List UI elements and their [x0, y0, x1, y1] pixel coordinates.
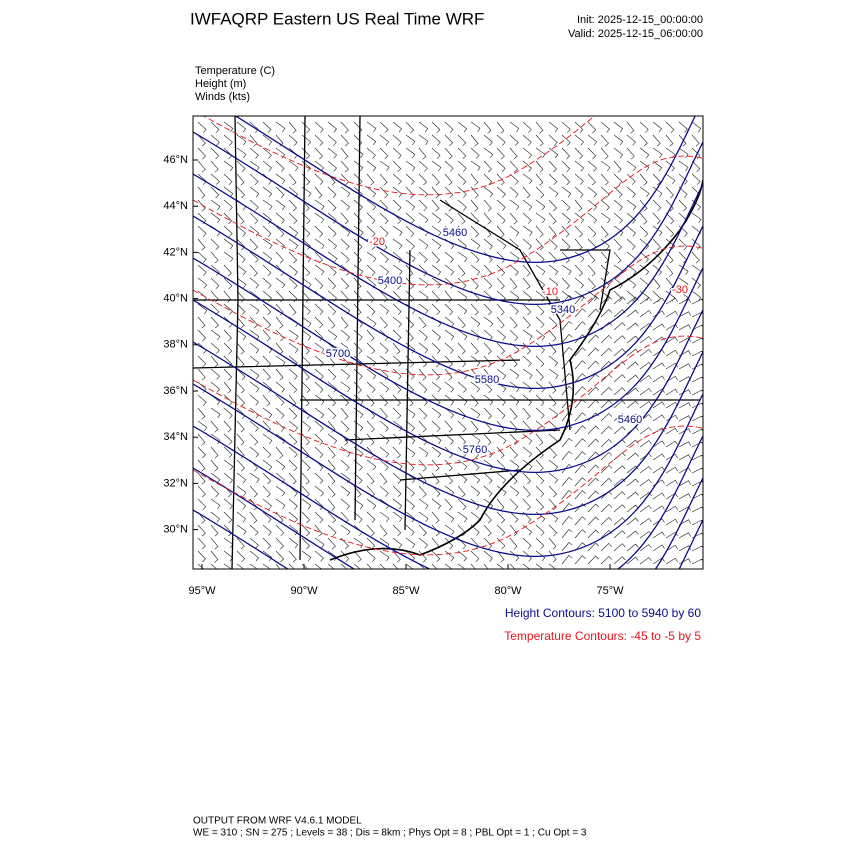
contour-label: 5760 [463, 444, 487, 456]
contour-label: 5580 [475, 374, 499, 386]
temperature-contour [193, 425, 703, 556]
contour-label: -30 [672, 284, 688, 296]
field-label: Height (m) [195, 78, 246, 90]
contour-label: 5340 [551, 304, 575, 316]
init-time: Init: 2025-12-15_00:00:00 [577, 14, 703, 26]
map-frame [192, 115, 704, 570]
lon-label: 85°W [392, 585, 420, 597]
contour-label: 5460 [618, 414, 642, 426]
valid-time: Valid: 2025-12-15_06:00:00 [568, 28, 703, 40]
field-label: Temperature (C) [195, 65, 275, 77]
contour-label: 5700 [326, 348, 350, 360]
height-contour [193, 131, 703, 305]
height-contour [193, 467, 703, 569]
height-legend: Height Contours: 5100 to 5940 by 60 [505, 606, 701, 620]
contour-label: 5460 [443, 227, 467, 239]
lon-label: 95°W [188, 585, 216, 597]
height-contour [193, 509, 703, 569]
lat-label: 44°N [163, 200, 188, 212]
temperature-contour [193, 155, 703, 286]
height-contour [193, 215, 703, 389]
height-contour [193, 257, 703, 431]
height-contour [193, 383, 703, 557]
height-contour [234, 116, 696, 263]
lat-label: 32°N [163, 477, 188, 489]
field-label: Winds (kts) [195, 91, 250, 103]
height-contour [193, 299, 703, 473]
lon-label: 80°W [494, 585, 522, 597]
lat-label: 46°N [163, 154, 188, 166]
lat-label: 42°N [163, 246, 188, 258]
footer-line: OUTPUT FROM WRF V4.6.1 MODEL [193, 816, 362, 827]
temperature-contour [193, 335, 703, 466]
temperature-contour [193, 245, 703, 376]
temperature-legend: Temperature Contours: -45 to -5 by 5 [504, 629, 701, 643]
contour-label: -20 [369, 236, 385, 248]
contour-label: 5400 [378, 275, 402, 287]
footer-line: WE = 310 ; SN = 275 ; Levels = 38 ; Dis … [193, 828, 587, 839]
lat-label: 38°N [163, 339, 188, 351]
coastline [329, 179, 703, 561]
lat-label: 40°N [163, 293, 188, 305]
lat-label: 34°N [163, 431, 188, 443]
title: IWFAQRP Eastern US Real Time WRF [190, 9, 484, 28]
lat-label: 36°N [163, 385, 188, 397]
lon-label: 90°W [290, 585, 318, 597]
contour-label: -10 [542, 286, 558, 298]
map: -20 5460 5400 -10 5340 -30 5700 5580 5460 5760 [193, 116, 703, 569]
lon-label: 75°W [596, 585, 624, 597]
height-contour [193, 425, 703, 569]
state-borders [193, 116, 700, 569]
lat-label: 30°N [163, 524, 188, 536]
wind-barbs [197, 121, 703, 569]
height-contour [193, 173, 703, 347]
